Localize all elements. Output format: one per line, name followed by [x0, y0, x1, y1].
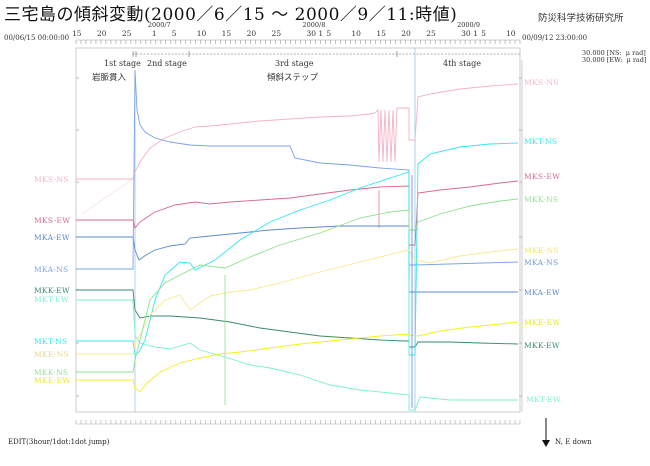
label-left-mkt-ns: MKT-NS	[34, 337, 68, 346]
label-right-mkt-ew: MKT-EW	[526, 395, 561, 404]
svg-text:10: 10	[197, 29, 207, 38]
edit-note: EDIT(3hour/1dot:1dot jump)	[8, 438, 110, 446]
stage-4-label: 4th stage	[443, 59, 481, 68]
svg-text:25: 25	[272, 29, 282, 38]
label-left-mks-ns: MKS-NS	[34, 175, 69, 184]
series-lines	[76, 69, 519, 411]
stage-2-label: 2nd stage	[147, 59, 187, 68]
svg-text:25: 25	[426, 29, 436, 38]
label-right-mkk-ns: MKK-NS	[524, 195, 559, 204]
label-left-mka-ew: MKA-EW	[34, 233, 70, 242]
label-left-mke-ns: MKE-NS	[34, 350, 69, 359]
svg-text:30 1: 30 1	[306, 29, 323, 38]
bottom-time-axis	[75, 420, 521, 425]
stage-bar	[132, 51, 520, 57]
label-left-mkt-ew: MKT-EW	[34, 295, 69, 304]
label-left-mkk-ew: MKK-EW	[34, 286, 70, 295]
svg-text:15: 15	[222, 29, 232, 38]
label-right-mkk-ew: MKK-EW	[524, 341, 560, 350]
direction-note: N, E down	[555, 438, 592, 446]
scale-legend: 30.000 [NS: μ rad] 30.000 [EW: μ rad]	[582, 49, 647, 64]
label-left-mkk-ns: MKK-NS	[34, 368, 69, 377]
svg-text:10: 10	[506, 29, 516, 38]
top-axis-labels: 15 20 25 1 5 10 15 20 25 30 1 5 10 15 20 25 30 1 5 102000…	[72, 21, 516, 38]
plot-frame	[75, 47, 521, 413]
label-right-mke-ns: MKE-NS	[524, 246, 559, 255]
label-right-mke-ew: MKE-EW	[524, 318, 561, 327]
label-right-mks-ew: MKS-EW	[524, 172, 561, 181]
svg-text:20: 20	[247, 29, 257, 38]
down-arrow-icon	[542, 418, 550, 447]
label-left-mka-ns: MKA-NS	[34, 265, 69, 274]
top-time-axis	[75, 39, 521, 44]
svg-text:1: 1	[152, 29, 157, 38]
start-time: 00/06/15 00:00:00	[4, 34, 70, 42]
svg-text:5: 5	[172, 29, 177, 38]
svg-text:25: 25	[122, 29, 132, 38]
label-right-mka-ns: MKA-NS	[524, 258, 559, 267]
page-title: 三宅島の傾斜変動(2000／6／15 ～ 2000／9／11:時値)	[4, 5, 458, 25]
label-left-mks-ew: MKS-EW	[34, 216, 71, 225]
dike-intrusion-note: 岩脈貫入	[92, 72, 127, 83]
svg-text:5: 5	[481, 29, 486, 38]
label-right-mks-ns: MKS-NS	[524, 78, 559, 87]
stage-1-label: 1st stage	[104, 59, 141, 68]
tilt-step-note: 傾斜ステップ	[267, 72, 319, 83]
label-left-mke-ew: MKE-EW	[34, 376, 71, 385]
svg-text:2000/7: 2000/7	[148, 21, 171, 29]
stage-3-label: 3rd stage	[275, 59, 314, 68]
svg-text:5: 5	[326, 29, 331, 38]
svg-text:2000/9: 2000/9	[457, 21, 480, 29]
label-right-mka-ew: MKA-EW	[524, 288, 560, 297]
label-right-mkt-ns: MKT-NS	[524, 137, 558, 146]
svg-text:15: 15	[376, 29, 386, 38]
svg-text:30 1: 30 1	[461, 29, 478, 38]
svg-text:15: 15	[72, 29, 82, 38]
svg-text:10: 10	[351, 29, 361, 38]
institute-name: 防災科学技術研究所	[538, 13, 624, 24]
svg-text:20: 20	[97, 29, 107, 38]
svg-text:20: 20	[401, 29, 411, 38]
svg-text:2000/8: 2000/8	[302, 21, 325, 29]
end-time: 00/09/12 23:00:00	[522, 34, 588, 42]
